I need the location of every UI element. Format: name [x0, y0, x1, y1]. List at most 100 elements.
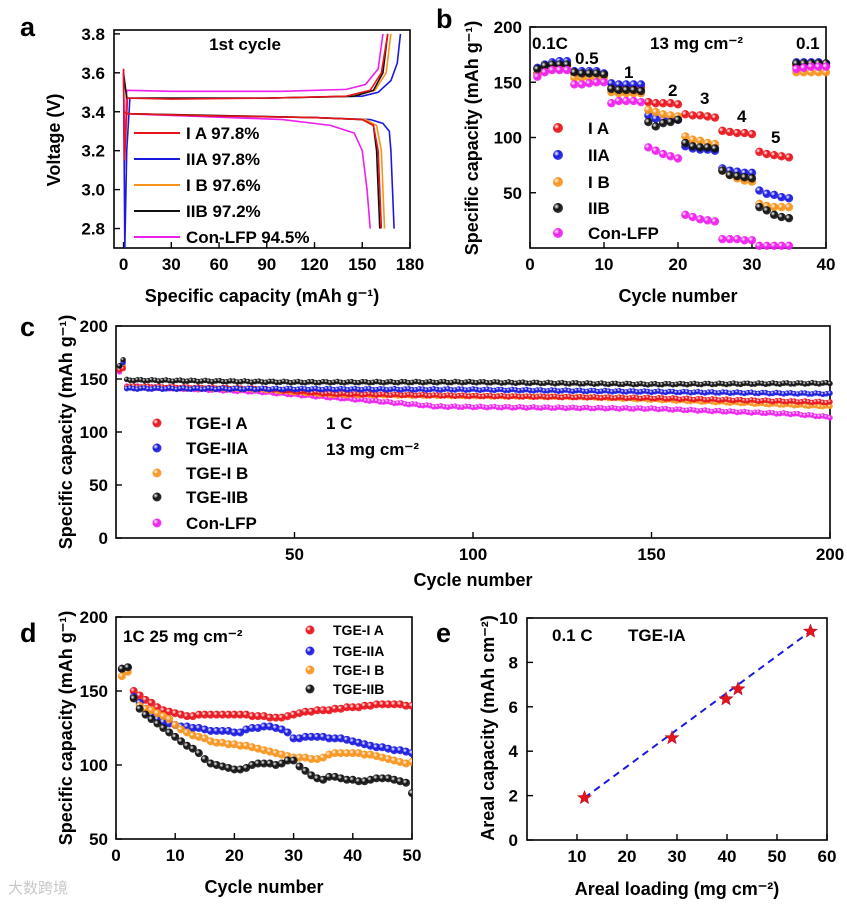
data-point — [301, 766, 310, 775]
data-point — [171, 732, 180, 741]
data-point — [607, 99, 616, 108]
data-point — [408, 749, 412, 758]
data-point — [755, 202, 764, 212]
data-point — [159, 724, 168, 732]
legend-label: I A — [588, 119, 609, 138]
legend-marker — [152, 518, 162, 528]
data-point — [762, 189, 771, 199]
x-tick-label: 10 — [595, 255, 614, 274]
data-point — [230, 765, 239, 774]
data-point — [183, 728, 192, 737]
data-point — [555, 65, 564, 75]
legend-label: Con-LFP — [588, 224, 659, 243]
data-point — [120, 357, 126, 363]
data-point — [733, 234, 742, 244]
data-point — [725, 170, 734, 180]
x-tick-label: 180 — [396, 255, 424, 274]
data-point — [194, 710, 203, 719]
data-point — [307, 732, 316, 741]
legend-label: IIA 97.8% — [186, 150, 260, 169]
data-point — [254, 759, 263, 768]
x-tick-label: 150 — [348, 255, 376, 274]
data-point — [688, 142, 697, 151]
cycling-points — [117, 663, 412, 798]
data-point — [540, 61, 549, 70]
y-tick-label: 0 — [509, 831, 518, 850]
data-point — [651, 107, 660, 117]
data-point — [666, 111, 675, 120]
data-point — [718, 126, 727, 136]
data-point — [827, 390, 833, 397]
data-point — [218, 726, 227, 735]
data-point — [688, 135, 697, 144]
data-point — [777, 152, 786, 161]
y-tick-label: 100 — [494, 129, 522, 148]
data-point — [718, 234, 727, 244]
x-tick-label: 30 — [284, 846, 303, 865]
data-point — [599, 70, 609, 79]
data-point — [827, 399, 833, 405]
data-point — [200, 710, 209, 719]
data-point — [254, 712, 263, 721]
data-point — [116, 363, 123, 369]
data-point — [792, 64, 801, 74]
data-point — [390, 700, 399, 709]
data-point — [762, 241, 771, 250]
annotation-title: 1st cycle — [209, 35, 281, 54]
data-point — [540, 68, 549, 77]
data-point — [710, 217, 720, 226]
data-point — [548, 65, 557, 75]
y-tick-label: 10 — [499, 609, 518, 628]
data-point — [614, 85, 623, 95]
data-point — [710, 144, 720, 153]
y-axis-label: Voltage (V) — [44, 94, 64, 187]
x-tick-label: 30 — [668, 847, 687, 866]
legend-label: Con-LFP — [186, 514, 257, 533]
data-point — [718, 166, 727, 175]
data-point — [342, 775, 351, 784]
data-point — [770, 210, 779, 220]
legend-marker — [553, 177, 563, 187]
legend-label: TGE-I B — [186, 464, 248, 483]
x-tick-label: 20 — [669, 255, 688, 274]
annotation: 1 C — [326, 414, 352, 433]
legend-marker — [152, 492, 162, 502]
data-point — [696, 143, 705, 152]
y-tick-label: 150 — [494, 73, 522, 92]
data-point — [129, 687, 138, 695]
data-point — [747, 174, 757, 183]
data-point — [533, 72, 542, 81]
x-tick-label: 60 — [210, 255, 229, 274]
data-point — [827, 414, 833, 421]
legend-marker — [305, 625, 315, 635]
data-point — [821, 62, 831, 71]
data-point — [799, 63, 808, 73]
data-point — [165, 715, 174, 724]
data-point — [331, 734, 340, 743]
panel-letter-a: a — [20, 12, 36, 42]
data-point — [224, 710, 233, 719]
data-point — [740, 236, 749, 245]
annotation: 0.5 — [575, 49, 599, 68]
fit-line — [583, 630, 812, 799]
data-point — [659, 99, 668, 108]
data-point — [165, 728, 174, 737]
y-tick-label: 2.8 — [81, 220, 105, 239]
legend-label: I A 97.8% — [186, 124, 259, 143]
data-point — [770, 190, 779, 200]
legend-label: TGE-IIB — [186, 488, 248, 507]
panel-letter-b: b — [436, 4, 453, 34]
data-point — [301, 732, 310, 741]
data-point — [408, 758, 412, 767]
data-point — [289, 756, 298, 765]
data-point — [135, 704, 144, 713]
y-tick-label: 3.4 — [81, 103, 105, 122]
data-point — [372, 743, 381, 752]
data-point — [644, 143, 653, 152]
curve-discharge-4 — [125, 112, 372, 229]
data-point — [230, 710, 239, 719]
x-tick-label: 200 — [816, 545, 844, 564]
data-point — [123, 663, 132, 672]
star-data-point — [718, 691, 734, 706]
data-point — [659, 149, 668, 159]
